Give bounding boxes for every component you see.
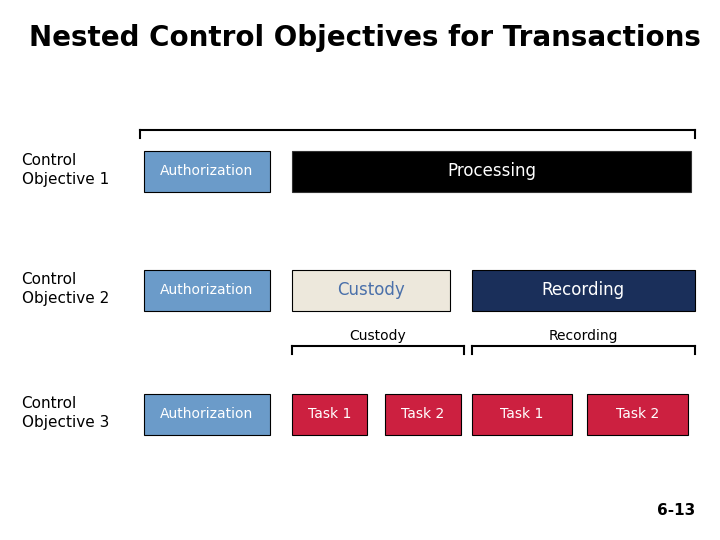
FancyBboxPatch shape [144, 394, 270, 435]
FancyBboxPatch shape [587, 394, 688, 435]
FancyBboxPatch shape [144, 151, 270, 192]
FancyBboxPatch shape [292, 151, 691, 192]
Text: Authorization: Authorization [161, 284, 253, 297]
Text: Nested Control Objectives for Transactions: Nested Control Objectives for Transactio… [29, 24, 701, 52]
Text: Recording: Recording [549, 329, 618, 343]
Text: Task 2: Task 2 [616, 408, 659, 421]
Text: Custody: Custody [350, 329, 406, 343]
Text: Authorization: Authorization [161, 408, 253, 421]
FancyBboxPatch shape [385, 394, 461, 435]
FancyBboxPatch shape [292, 270, 450, 310]
Text: Processing: Processing [447, 163, 536, 180]
Text: Task 1: Task 1 [500, 408, 544, 421]
Text: Control
Objective 1: Control Objective 1 [22, 153, 109, 187]
Text: 6-13: 6-13 [657, 503, 695, 518]
Text: Authorization: Authorization [161, 165, 253, 178]
Text: Task 1: Task 1 [307, 408, 351, 421]
FancyBboxPatch shape [472, 394, 572, 435]
Text: Recording: Recording [541, 281, 625, 299]
Text: Control
Objective 3: Control Objective 3 [22, 396, 109, 430]
FancyBboxPatch shape [292, 394, 367, 435]
Text: Control
Objective 2: Control Objective 2 [22, 272, 109, 306]
FancyBboxPatch shape [472, 270, 695, 310]
FancyBboxPatch shape [144, 270, 270, 310]
Text: Task 2: Task 2 [401, 408, 445, 421]
Text: Custody: Custody [337, 281, 405, 299]
